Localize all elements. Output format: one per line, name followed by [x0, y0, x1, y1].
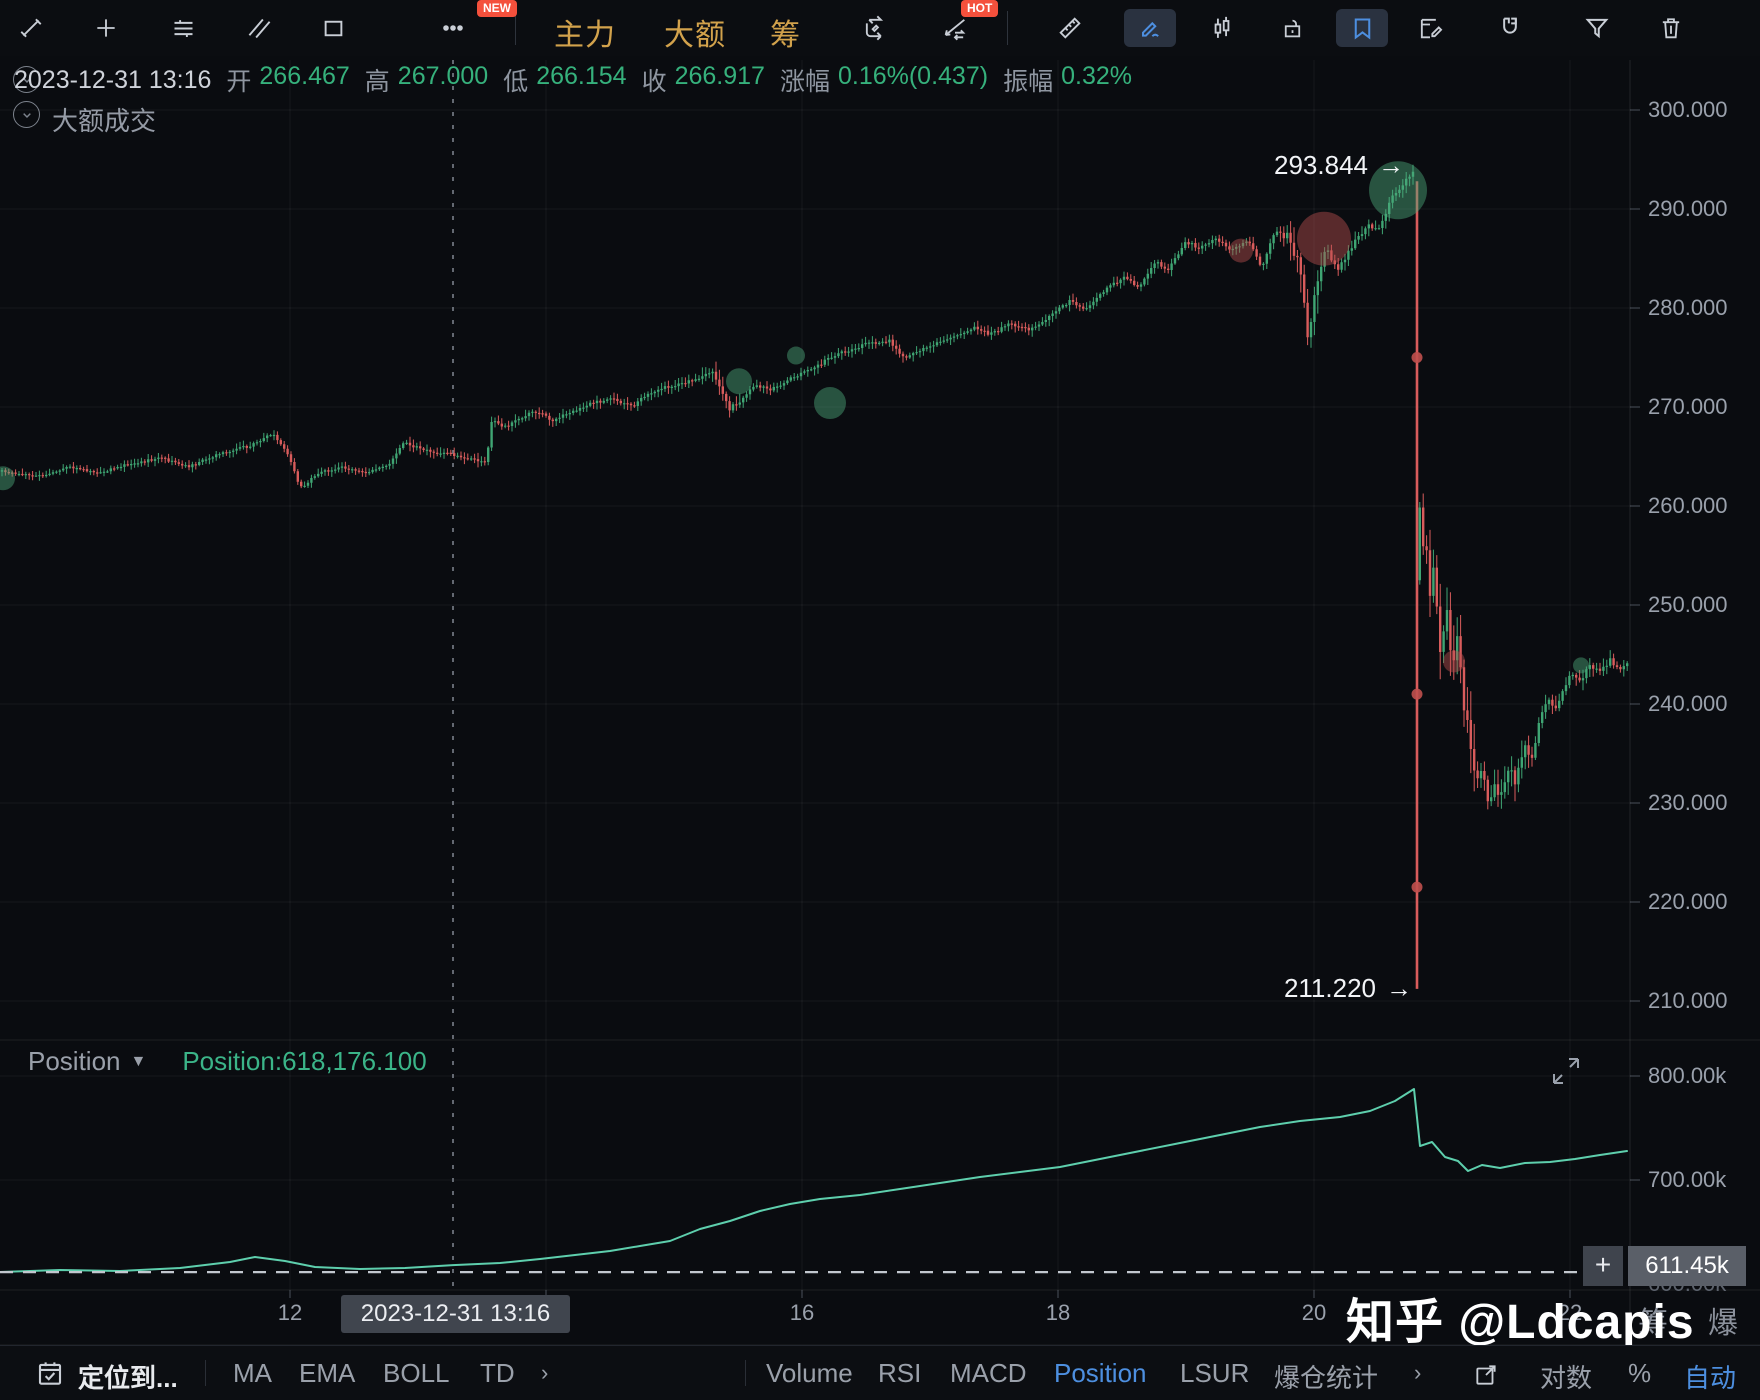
peak-price-annotation: 293.844 →	[1274, 150, 1404, 180]
candle-datetime: 2023-12-31 13:16	[14, 65, 212, 94]
cursor-time-badge: 2023-12-31 13:16	[341, 1295, 570, 1333]
divider	[745, 1360, 746, 1386]
draw-tool-icon[interactable]	[1124, 9, 1176, 47]
high-label: 高	[364, 68, 390, 96]
position-value: Position:618,176.100	[182, 1046, 427, 1076]
indicator-volume[interactable]: Volume	[766, 1358, 853, 1388]
price-axis-label: 250.000	[1648, 592, 1728, 617]
ohlc-info-bar: 2023-12-31 13:16 开 266.467 高 267.000 低 266.…	[14, 62, 1132, 96]
indicator-dropdown[interactable]: Position ▼	[28, 1046, 147, 1076]
overlay-ema[interactable]: EMA	[299, 1358, 356, 1388]
open-label: 开	[226, 68, 252, 96]
trend-line-tool-icon[interactable]	[11, 9, 51, 47]
time-axis-label: 20	[1301, 1300, 1327, 1325]
indicator-macd[interactable]: MACD	[950, 1358, 1027, 1388]
low-value: 266.154	[536, 62, 627, 90]
bookmark-tool-icon[interactable]	[1336, 9, 1388, 47]
menu-large-amount[interactable]: 大额	[664, 19, 726, 52]
overlay-ma[interactable]: MA	[233, 1358, 272, 1388]
magnet-tool-icon[interactable]	[1490, 9, 1530, 47]
time-axis-label: 16	[789, 1300, 815, 1325]
menu-main-force[interactable]: 主力	[554, 19, 616, 52]
time-axis-label: 22	[1557, 1300, 1583, 1325]
close-label: 收	[641, 68, 667, 96]
hot-badge: HOT	[961, 0, 999, 17]
price-axis-label: 240.000	[1648, 691, 1728, 716]
cursor-value-badge: 611.45k	[1628, 1246, 1746, 1286]
high-value: 267.000	[397, 62, 489, 90]
indicator-liquidation-stats[interactable]: 爆仓统计	[1274, 1363, 1379, 1393]
price-axis-label: 290.000	[1648, 196, 1728, 221]
replay-tool-icon[interactable]	[855, 9, 895, 47]
chevron-down-icon: ▼	[130, 1052, 147, 1070]
delete-tool-icon[interactable]	[1651, 9, 1691, 47]
filter-tool-icon[interactable]	[1577, 9, 1617, 47]
cross-line-tool-icon[interactable]	[86, 9, 126, 47]
amplitude-label: 振幅	[1003, 68, 1054, 96]
low-label: 低	[503, 68, 529, 96]
indicators-more-chevron[interactable]: ›	[1414, 1360, 1422, 1385]
change-value: 0.16%(0.437)	[837, 62, 989, 90]
price-axis-label: 210.000	[1648, 988, 1728, 1013]
position-axis-label: 700.00k	[1648, 1167, 1727, 1192]
overlay-boll[interactable]: BOLL	[383, 1358, 450, 1388]
close-value: 266.917	[674, 62, 765, 90]
percent-scale-button[interactable]: %	[1628, 1358, 1652, 1388]
indicator-position[interactable]: Position	[1054, 1358, 1147, 1388]
calendar-locate-icon[interactable]	[30, 1354, 70, 1392]
overlays-more-chevron[interactable]: ›	[541, 1360, 549, 1385]
price-axis-label: 220.000	[1648, 889, 1728, 914]
add-value-button[interactable]: +	[1583, 1246, 1623, 1286]
expand-pane-button[interactable]	[1546, 1051, 1586, 1091]
partial-burst-glyph: 爆	[1708, 1307, 1738, 1340]
edit-pane-icon[interactable]	[1466, 1356, 1506, 1394]
arrow-right-icon: →	[1378, 150, 1404, 180]
notes-tool-icon[interactable]	[1410, 9, 1450, 47]
price-axis-label: 230.000	[1648, 790, 1728, 815]
position-axis-label: 800.00k	[1648, 1063, 1727, 1088]
time-axis-label: 18	[1045, 1300, 1071, 1325]
divider	[205, 1360, 206, 1386]
ruler-tool-icon[interactable]	[1050, 9, 1090, 47]
change-label: 涨幅	[779, 68, 830, 96]
position-pane-header: Position ▼ Position:618,176.100	[28, 1046, 427, 1077]
top-toolbar: NEW 主力 大额 筹 HOT	[0, 0, 1760, 56]
indicator-rsi[interactable]: RSI	[878, 1358, 922, 1388]
low-price-annotation: 211.220 →	[1283, 973, 1412, 1003]
price-axis-label: 300.000	[1648, 97, 1728, 122]
price-axis-label: 280.000	[1648, 295, 1728, 320]
parallel-channel-tool-icon[interactable]	[239, 9, 279, 47]
rectangle-tool-icon[interactable]	[313, 9, 353, 47]
menu-chips[interactable]: 筹	[770, 19, 801, 52]
horizontal-lines-tool-icon[interactable]	[163, 9, 203, 47]
price-axis-label: 270.000	[1648, 394, 1728, 419]
trend-arrows-tool-icon[interactable]	[935, 9, 975, 47]
indicator-lsur[interactable]: LSUR	[1180, 1358, 1250, 1388]
time-axis-label: 12	[277, 1300, 303, 1325]
toolbar-divider	[515, 11, 516, 45]
large-trade-label: 大额成交	[52, 106, 157, 136]
new-badge: NEW	[477, 0, 517, 17]
lock-tool-icon[interactable]	[1272, 9, 1312, 47]
arrow-right-icon: →	[1386, 973, 1412, 1003]
amplitude-value: 0.32%	[1061, 62, 1132, 90]
candles-tool-icon[interactable]	[1202, 9, 1242, 47]
collapse-large-trade-icon[interactable]	[13, 101, 40, 128]
toolbar-divider	[1007, 11, 1008, 45]
more-tools-icon[interactable]	[433, 9, 473, 47]
open-value: 266.467	[259, 62, 350, 90]
watermark: 知乎 @Ldcapis	[1346, 1296, 1695, 1349]
auto-scale-button[interactable]: 自动	[1684, 1363, 1737, 1393]
log-scale-button[interactable]: 对数	[1540, 1363, 1593, 1393]
price-axis-label: 260.000	[1648, 493, 1728, 518]
bottom-toolbar: 定位到... MA EMA BOLL TD › Volume RSI MACD …	[0, 1345, 1760, 1400]
partial-chips-glyph: 筹	[1638, 1307, 1668, 1340]
collapse-main-chart-icon[interactable]	[13, 66, 40, 93]
overlay-td[interactable]: TD	[480, 1358, 515, 1388]
locate-button[interactable]: 定位到...	[78, 1363, 178, 1393]
